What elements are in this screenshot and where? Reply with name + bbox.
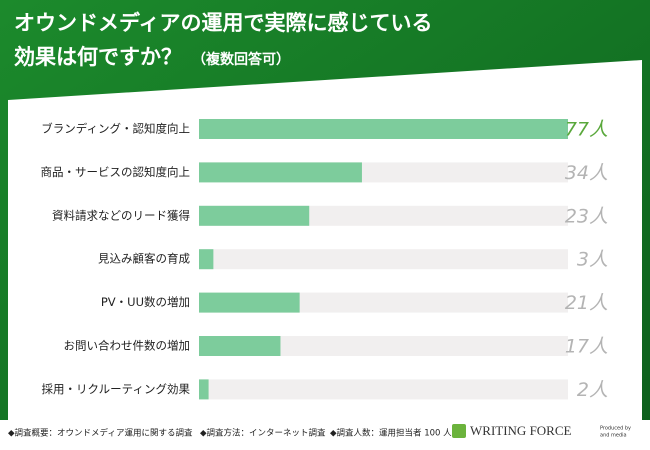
category-label: 商品・サービスの認知度向上 xyxy=(41,165,191,179)
note: ◆調査方法：インターネット調査 xyxy=(200,428,326,439)
value-label: 3人 xyxy=(577,249,608,271)
bar xyxy=(199,292,300,313)
bar xyxy=(199,205,310,226)
logo: WRITING FORCE xyxy=(470,423,572,438)
value-label: 17人 xyxy=(565,336,608,358)
logo-credit: and media xyxy=(600,433,627,439)
note: ◆調査概要：オウンドメディア運用に関する調査 xyxy=(8,428,193,439)
chart-title: オウンドメディアの運用で実際に感じている xyxy=(14,11,433,35)
subtitle: （複数回答可） xyxy=(192,51,290,68)
category-label: PV・UU数の増加 xyxy=(101,295,190,309)
value-label: 21人 xyxy=(565,292,608,314)
category-label: 採用・リクルーティング効果 xyxy=(42,382,191,396)
value-label: 77人 xyxy=(565,119,608,141)
bar xyxy=(199,162,362,183)
value-label: 23人 xyxy=(565,205,608,227)
bar xyxy=(199,249,214,270)
logo-credit: Produced by xyxy=(600,426,631,432)
footer xyxy=(0,420,650,450)
value-label: 34人 xyxy=(565,162,608,184)
value-label: 2人 xyxy=(577,379,608,401)
bar xyxy=(199,336,281,356)
category-label: 資料請求などのリード獲得 xyxy=(52,208,190,222)
category-label: お問い合わせ件数の増加 xyxy=(64,339,191,353)
category-label: 見込み顧客の育成 xyxy=(98,252,190,266)
note: ◆調査人数：運用担当者 100 人 xyxy=(330,428,452,439)
bar-track xyxy=(199,336,568,356)
category-label: ブランディング・認知度向上 xyxy=(41,122,190,136)
card xyxy=(8,60,642,420)
bar-track xyxy=(199,249,568,270)
bar-track xyxy=(199,379,568,400)
bar xyxy=(199,119,568,139)
bar xyxy=(199,379,209,400)
chart-title: 効果は何ですか？ xyxy=(14,45,182,69)
logo-icon xyxy=(452,424,466,438)
